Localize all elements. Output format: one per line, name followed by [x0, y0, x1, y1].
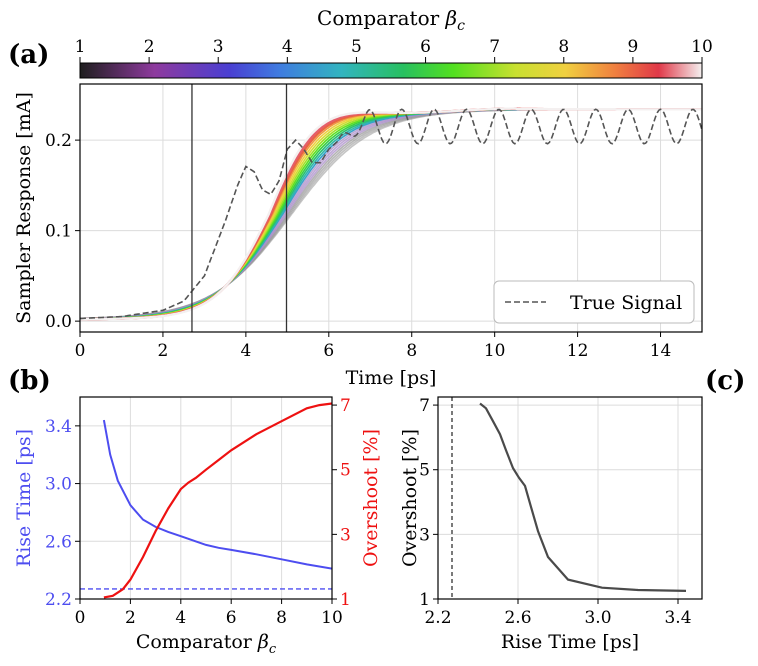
x-tick-label: 6 — [323, 341, 334, 361]
colorbar-tick-label: 2 — [144, 37, 155, 57]
x-tick-label: 4 — [240, 341, 251, 361]
colorbar-label: Comparator βc — [317, 6, 465, 34]
y-tick-label: 3.4 — [45, 417, 72, 437]
colorbar-tick-label: 6 — [420, 37, 431, 57]
overshoot-line — [103, 402, 332, 599]
rise-time-line — [102, 419, 332, 570]
colorbar-tick-label: 10 — [691, 37, 713, 57]
true-signal-line — [80, 108, 702, 320]
y-tick-label: 5 — [419, 461, 430, 481]
panel-b-xlabel: Comparator βc — [136, 631, 277, 657]
panel-a: 0 2 4 6 8 10 12 14 0.0 0.1 0.2 Time [ps] Sampler R… — [13, 83, 703, 389]
panel-a-xlabel: Time [ps] — [346, 367, 437, 389]
y-tick-label: 3 — [340, 525, 351, 545]
legend-box — [493, 280, 695, 324]
y-tick-label: 0.0 — [45, 312, 72, 332]
colorbar-label-sub: c — [457, 18, 465, 34]
panel-c-frame — [437, 396, 703, 600]
panel-b: 0 2 4 6 8 10 2.2 2.6 3.0 3.4 1 3 5 7 Comparator βc Ri… — [13, 396, 382, 657]
colorbar-gradient — [79, 62, 703, 79]
y-tick-label: 7 — [340, 396, 351, 416]
x-tick-label: 0 — [75, 341, 86, 361]
panel-label-c: (c) — [705, 366, 745, 396]
legend: True Signal — [493, 280, 695, 324]
panel-b-xlabel-main: Comparator — [136, 631, 258, 653]
panel-a-ylabel: Sampler Response [mA] — [13, 92, 35, 324]
panel-b-ticks: 0 2 4 6 8 10 2.2 2.6 3.0 3.4 1 3 5 7 — [45, 396, 351, 628]
y-tick-label: 3.0 — [45, 475, 72, 495]
y-tick-label: 5 — [340, 461, 351, 481]
panel-b-ylabel-right: Overshoot [%] — [360, 429, 382, 567]
colorbar-tick-label: 7 — [489, 37, 500, 57]
x-tick-label: 2.6 — [504, 608, 531, 628]
panel-b-frame — [79, 396, 333, 600]
response-curve-beta-10 — [80, 107, 702, 321]
panel-label-a: (a) — [8, 40, 49, 70]
x-tick-label: 3.4 — [664, 608, 691, 628]
panel-b-xlabel-beta: β — [257, 631, 269, 653]
x-tick-label: 0 — [75, 608, 86, 628]
colorbar-ticks: 1 2 3 4 5 6 7 8 9 10 — [75, 37, 713, 63]
panel-b-ylabel-left: Rise Time [ps] — [13, 429, 35, 567]
colorbar-tick-label: 1 — [75, 37, 86, 57]
x-tick-label: 3.0 — [584, 608, 611, 628]
panel-c-xlabel: Rise Time [ps] — [501, 631, 639, 653]
colorbar-tick-label: 4 — [282, 37, 293, 57]
y-tick-label: 2.6 — [45, 532, 72, 552]
panel-a-response-curves — [80, 107, 702, 321]
panel-c: 2.2 2.6 3.0 3.4 1 3 5 7 Rise Time [ps] Overshoo… — [399, 396, 703, 653]
overshoot-vs-rise-line — [479, 402, 687, 592]
panel-b-grid — [79, 397, 333, 600]
y-tick-label: 2.2 — [45, 590, 72, 610]
colorbar-tick-label: 3 — [213, 37, 224, 57]
colorbar-tick-label: 5 — [351, 37, 362, 57]
panel-c-ticks: 2.2 2.6 3.0 3.4 1 3 5 7 — [419, 396, 691, 628]
x-tick-label: 8 — [406, 341, 417, 361]
colorbar-tick-label: 8 — [558, 37, 569, 57]
y-tick-label: 0.2 — [45, 131, 72, 151]
x-tick-label: 2.2 — [424, 608, 451, 628]
x-tick-label: 12 — [567, 341, 589, 361]
x-tick-label: 10 — [484, 341, 506, 361]
panel-label-b: (b) — [8, 366, 51, 396]
y-tick-label: 7 — [419, 396, 430, 416]
x-tick-label: 2 — [125, 608, 136, 628]
legend-label: True Signal — [570, 292, 682, 314]
y-tick-label: 1 — [419, 590, 430, 610]
panel-c-grid — [437, 397, 702, 600]
x-tick-label: 4 — [175, 608, 186, 628]
panel-b-xlabel-sub: c — [269, 642, 277, 657]
colorbar-tick-label: 9 — [627, 37, 638, 57]
x-tick-label: 8 — [276, 608, 287, 628]
y-tick-label: 1 — [340, 590, 351, 610]
colorbar-label-beta: β — [445, 6, 458, 30]
colorbar: Comparator βc 1 2 3 4 5 6 7 8 9 10 — [75, 6, 713, 79]
x-tick-label: 6 — [226, 608, 237, 628]
panel-a-vlines — [191, 84, 288, 332]
panel-c-ylabel: Overshoot [%] — [399, 429, 421, 567]
y-tick-label: 0.1 — [45, 222, 72, 242]
panel-a-frame — [79, 83, 703, 333]
panel-a-ticks: 0 2 4 6 8 10 12 14 0.0 0.1 0.2 — [45, 131, 671, 361]
x-tick-label: 10 — [321, 608, 343, 628]
colorbar-label-main: Comparator — [317, 6, 446, 30]
x-tick-label: 2 — [158, 341, 169, 361]
x-tick-label: 14 — [650, 341, 672, 361]
y-tick-label: 3 — [419, 525, 430, 545]
